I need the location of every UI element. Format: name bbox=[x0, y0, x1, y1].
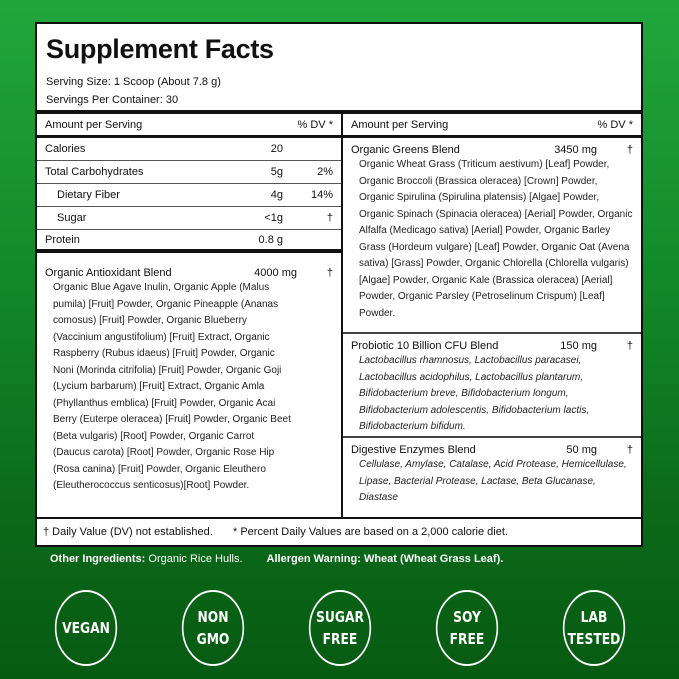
badge-row: VEGAN NON GMO SUGAR FREE SOY FREE LAB TESTED bbox=[0, 590, 679, 666]
blend-ingredients: Cellulase, Amylase, Catalase, Acid Prote… bbox=[358, 459, 627, 503]
badge-text: GMO bbox=[196, 630, 229, 648]
blend-dv: † bbox=[626, 444, 633, 456]
nutrient-row: Total Carbohydrates 5g 2% bbox=[37, 161, 341, 184]
blend-name: Probiotic 10 Billion CFU Blend bbox=[350, 340, 499, 352]
nutrient-name: Calories bbox=[45, 143, 86, 155]
enzymes-blend: Digestive Enzymes Blend 50 mg † Cellulase,… bbox=[343, 438, 641, 507]
badge-text: LAB bbox=[580, 608, 607, 626]
nutrient-amount: 20 bbox=[270, 143, 283, 155]
antioxidant-blend: Organic Antioxidant Blend 4000 mg † Organi… bbox=[37, 253, 341, 495]
nutrient-row: Sugar <1g † bbox=[37, 207, 341, 230]
badge-sugar-free: SUGAR FREE bbox=[308, 590, 371, 666]
blend-ingredients: Lactobacillus rhamnosus, Lactobacillus p… bbox=[358, 355, 590, 432]
blend-amount: 4000 mg bbox=[254, 267, 297, 279]
badge-text: TESTED bbox=[567, 630, 620, 648]
blend-dv: † bbox=[326, 267, 333, 279]
panel-title: Supplement Facts bbox=[46, 34, 274, 64]
badge-non-gmo: NON GMO bbox=[181, 590, 244, 666]
panel-header: Supplement Facts Serving Size: 1 Scoop (… bbox=[37, 24, 641, 114]
other-info: Other Ingredients: Organic Rice Hulls. A… bbox=[50, 553, 503, 565]
amount-header: Amount per Serving bbox=[45, 118, 143, 131]
nutrient-amount: 4g bbox=[270, 189, 283, 201]
badge-text: NON bbox=[196, 608, 229, 626]
column-header: Amount per Serving % DV * bbox=[342, 114, 641, 138]
nutrient-amount: 5g bbox=[270, 166, 283, 178]
nutrient-amount: 0.8 g bbox=[258, 233, 283, 246]
allergen-warning: Allergen Warning: Wheat (Wheat Grass Lea… bbox=[267, 553, 504, 565]
blend-name: Organic Greens Blend bbox=[350, 144, 460, 156]
badge-text: FREE bbox=[322, 630, 357, 648]
blend-dv: † bbox=[626, 340, 633, 352]
column-header: Amount per Serving % DV * bbox=[37, 114, 341, 138]
nutrient-dv: 14% bbox=[310, 189, 333, 201]
nutrient-name: Total Carbohydrates bbox=[45, 166, 144, 178]
blend-dv: † bbox=[626, 144, 633, 156]
footnotes: † Daily Value (DV) not established. * Pe… bbox=[37, 519, 641, 545]
blend-name: Organic Antioxidant Blend bbox=[45, 267, 172, 279]
blend-name: Digestive Enzymes Blend bbox=[350, 444, 476, 456]
badge-text: SUGAR bbox=[315, 608, 364, 626]
left-column: Amount per Serving % DV * Calories 20 Tot… bbox=[37, 114, 341, 517]
other-ingredients-label: Other Ingredients: bbox=[50, 553, 146, 565]
badge-text: VEGAN bbox=[61, 619, 110, 637]
amount-header: Amount per Serving bbox=[350, 118, 449, 131]
badge-soy-free: SOY FREE bbox=[435, 590, 498, 666]
dagger-footnote: † Daily Value (DV) not established. bbox=[43, 526, 213, 538]
allergen-value: Wheat (Wheat Grass Leaf). bbox=[363, 553, 504, 565]
nutrient-dv: 2% bbox=[317, 166, 333, 178]
dv-header: % DV * bbox=[597, 118, 633, 131]
allergen-label: Allergen Warning: bbox=[266, 553, 361, 565]
other-ingredients: Other Ingredients: Organic Rice Hulls. bbox=[50, 553, 243, 565]
nutrient-amount: <1g bbox=[264, 212, 283, 224]
greens-blend: Organic Greens Blend 3450 mg † Organic Whe… bbox=[342, 138, 641, 334]
percent-footnote: * Percent Daily Values are based on a 2,… bbox=[233, 526, 508, 538]
dv-header: % DV * bbox=[297, 118, 333, 131]
blend-amount: 50 mg bbox=[566, 444, 597, 456]
servings-per-container: Servings Per Container: 30 bbox=[46, 94, 179, 106]
badge-text: FREE bbox=[449, 630, 484, 648]
supplement-facts-panel: Supplement Facts Serving Size: 1 Scoop (… bbox=[35, 22, 643, 547]
nutrient-dv: † bbox=[326, 212, 333, 224]
nutrient-name: Protein bbox=[45, 233, 80, 246]
nutrient-row: Dietary Fiber 4g 14% bbox=[37, 184, 341, 207]
badge-lab-tested: LAB TESTED bbox=[562, 590, 625, 666]
right-column: Amount per Serving % DV * Organic Greens… bbox=[340, 114, 641, 517]
nutrient-name: Sugar bbox=[57, 212, 87, 224]
badge-text: SOY bbox=[452, 608, 481, 626]
nutrient-name: Dietary Fiber bbox=[57, 189, 120, 201]
nutrient-row: Protein 0.8 g bbox=[37, 230, 341, 253]
blend-ingredients: Organic Blue Agave Inulin, Organic Apple… bbox=[53, 282, 291, 491]
serving-size: Serving Size: 1 Scoop (About 7.8 g) bbox=[46, 76, 221, 88]
badge-vegan: VEGAN bbox=[54, 590, 117, 666]
blend-amount: 3450 mg bbox=[554, 144, 597, 156]
nutrient-row: Calories 20 bbox=[37, 138, 341, 161]
blend-amount: 150 mg bbox=[560, 340, 597, 352]
blend-ingredients: Organic Wheat Grass (Triticum aestivum) … bbox=[358, 159, 633, 319]
probiotic-blend: Probiotic 10 Billion CFU Blend 150 mg † La… bbox=[342, 334, 641, 438]
other-ingredients-value: Organic Rice Hulls. bbox=[148, 553, 243, 565]
